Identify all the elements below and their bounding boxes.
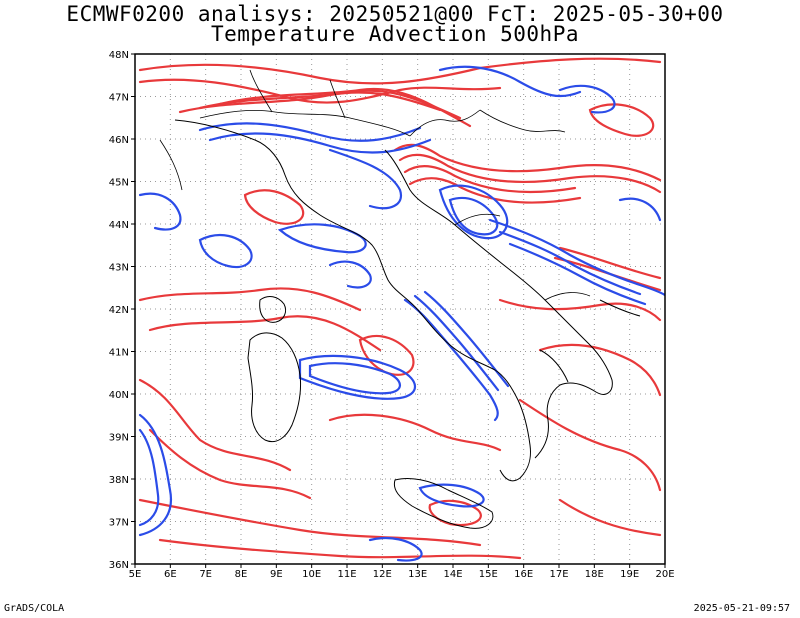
lat-label: 43N	[109, 263, 129, 274]
lat-label: 39N	[109, 433, 129, 444]
longitude-labels: 5E 6E 7E 8E 9E 10E 11E 12E 13E 14E 15E 16E 17E 18E 19E…	[129, 569, 675, 580]
lat-label: 38N	[109, 475, 129, 486]
lat-label: 36N	[109, 560, 129, 571]
lon-label: 6E	[164, 569, 177, 580]
lat-label: 46N	[109, 135, 129, 146]
lon-label: 8E	[235, 569, 248, 580]
latitude-labels: 48N 47N 46N 45N 44N 43N 42N 41N 40N 39N 38N 37N 36N	[109, 50, 129, 571]
lon-label: 20E	[655, 569, 674, 580]
footer-timestamp: 2025-05-21-09:57	[693, 603, 790, 614]
lon-label: 14E	[443, 569, 462, 580]
lon-label: 13E	[408, 569, 427, 580]
lon-label: 11E	[337, 569, 356, 580]
footer-software-label: GrADS/COLA	[4, 603, 65, 614]
negative-advection-contours	[138, 65, 665, 562]
lat-label: 47N	[109, 93, 129, 104]
lat-label: 42N	[109, 305, 129, 316]
positive-advection-contours	[138, 57, 662, 560]
lon-label: 19E	[620, 569, 639, 580]
lat-label: 41N	[109, 348, 129, 359]
lon-label: 18E	[585, 569, 604, 580]
lon-label: 5E	[129, 569, 142, 580]
lon-label: 17E	[549, 569, 568, 580]
lon-label: 12E	[373, 569, 392, 580]
lon-label: 10E	[302, 569, 321, 580]
lon-label: 16E	[514, 569, 533, 580]
coastline	[174, 119, 641, 529]
map-subtitle: Temperature Advection 500hPa	[210, 22, 579, 46]
lon-label: 7E	[199, 569, 212, 580]
political-borders	[159, 69, 591, 301]
lat-label: 48N	[109, 50, 129, 61]
lon-label: 15E	[479, 569, 498, 580]
lat-label: 40N	[109, 390, 129, 401]
lat-label: 44N	[109, 220, 129, 231]
lon-label: 9E	[270, 569, 283, 580]
map-plot-area	[135, 54, 665, 564]
lat-label: 37N	[109, 518, 129, 529]
map-title: ECMWF0200 analisys: 20250521@00 FcT: 202…	[66, 2, 724, 26]
graticule	[135, 54, 665, 564]
axis-ticks	[131, 53, 666, 568]
lat-label: 45N	[109, 178, 129, 189]
